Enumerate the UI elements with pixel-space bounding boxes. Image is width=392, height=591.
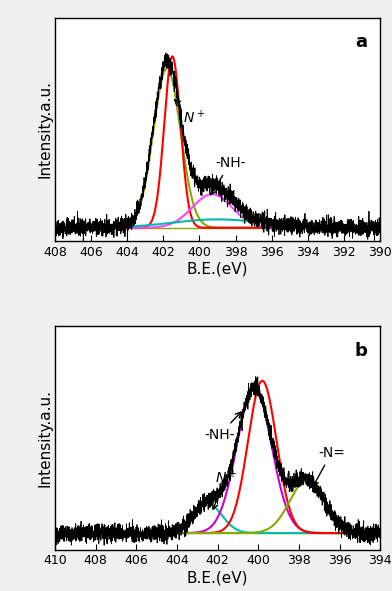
Text: $N^+$: $N^+$ xyxy=(212,469,237,509)
X-axis label: B.E.(eV): B.E.(eV) xyxy=(187,570,248,585)
Y-axis label: Intensity.a.u.: Intensity.a.u. xyxy=(37,80,52,178)
Y-axis label: Intensity.a.u.: Intensity.a.u. xyxy=(37,389,52,487)
X-axis label: B.E.(eV): B.E.(eV) xyxy=(187,262,248,277)
Text: -NH-: -NH- xyxy=(211,156,245,194)
Text: a: a xyxy=(355,33,367,51)
Text: b: b xyxy=(354,342,367,360)
Text: -N=: -N= xyxy=(313,446,345,486)
Text: -NH-: -NH- xyxy=(204,412,241,441)
Text: $N^+$: $N^+$ xyxy=(174,100,205,126)
